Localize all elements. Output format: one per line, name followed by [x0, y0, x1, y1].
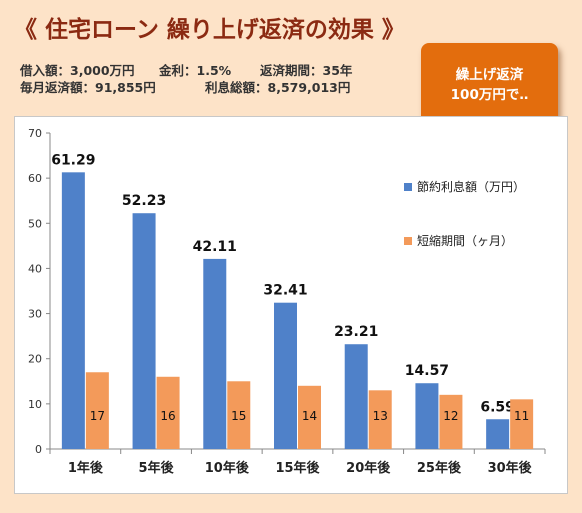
y-tick-label: 30 — [28, 308, 42, 321]
y-tick-label: 20 — [28, 353, 42, 366]
data-label-saved-interest: 42.11 — [193, 239, 237, 255]
y-tick-label: 60 — [28, 172, 42, 185]
bar-shortened-period — [298, 385, 321, 449]
bar-shortened-period — [368, 390, 392, 449]
bar-saved-interest — [132, 213, 156, 449]
x-tick-label: 30年後 — [488, 460, 533, 476]
monthly-payment: 毎月返済額：91,855円 — [20, 80, 156, 95]
legend-label: 短縮期間（ヶ月） — [417, 233, 513, 248]
bar-saved-interest — [61, 172, 85, 449]
data-label-saved-interest: 23.21 — [334, 324, 378, 340]
x-tick-label: 10年後 — [205, 460, 250, 476]
total-interest: 利息総額：8,579,013円 — [205, 80, 351, 95]
bar-shortened-period — [510, 399, 534, 449]
y-tick-label: 10 — [28, 398, 42, 411]
loan-amount: 借入額：3,000万円 — [20, 63, 135, 78]
data-label-shortened-period: 13 — [373, 409, 388, 423]
data-label-shortened-period: 11 — [514, 409, 529, 423]
bar-shortened-period — [156, 376, 180, 449]
data-label-shortened-period: 15 — [231, 409, 246, 423]
y-tick-label: 0 — [35, 443, 42, 456]
data-label-shortened-period: 17 — [90, 409, 105, 423]
data-label-saved-interest: 52.23 — [122, 193, 166, 209]
callout-line2: 100万円で‥ — [450, 86, 529, 103]
bar-shortened-period — [227, 381, 251, 449]
bar-saved-interest — [274, 302, 297, 449]
bar-saved-interest — [344, 344, 368, 449]
data-label-saved-interest: 6.59 — [480, 399, 515, 415]
data-label-saved-interest: 61.29 — [51, 152, 95, 168]
interest-rate: 金利：1.5% — [159, 63, 232, 78]
repayment-period: 返済期間：35年 — [260, 63, 353, 78]
data-label-shortened-period: 12 — [443, 409, 458, 423]
bar-shortened-period — [85, 372, 109, 449]
y-tick-label: 40 — [28, 262, 42, 275]
x-tick-label: 25年後 — [417, 460, 462, 476]
callout-badge: 繰上げ返済 100万円で‥ — [421, 43, 558, 126]
loan-info-line1: 借入額：3,000万円 金利：1.5% 返済期間：35年 — [20, 60, 352, 79]
data-label-saved-interest: 32.41 — [263, 283, 307, 299]
x-tick-label: 1年後 — [68, 460, 104, 476]
data-label-saved-interest: 14.57 — [405, 363, 449, 379]
bar-chart: 0 10 20 30 40 50 60 70 1年後 5年後 10年後 15年後 20年後 25年後 30年… — [28, 127, 546, 476]
callout-line1: 繰上げ返済 — [455, 66, 524, 83]
x-tick-label: 5年後 — [139, 460, 175, 476]
data-label-shortened-period: 14 — [302, 409, 317, 423]
page-title: 《 住宅ローン 繰り上げ返済の効果 》 — [14, 17, 405, 43]
legend-label: 節約利息額（万円） — [417, 179, 525, 194]
bar-saved-interest — [486, 419, 510, 449]
bar-shortened-period — [439, 394, 463, 449]
y-tick-label: 70 — [28, 127, 42, 140]
loan-info-line2: 毎月返済額：91,855円 利息総額：8,579,013円 — [20, 77, 350, 96]
bar-saved-interest — [203, 258, 227, 449]
bar-saved-interest — [415, 383, 439, 449]
y-tick-label: 50 — [28, 217, 42, 230]
x-tick-label: 15年後 — [275, 460, 320, 476]
legend-swatch — [404, 237, 412, 245]
chart-area: 0 10 20 30 40 50 60 70 1年後 5年後 10年後 15年後 20年後 25年後 30年… — [14, 116, 568, 494]
data-label-shortened-period: 16 — [160, 409, 175, 423]
x-tick-label: 20年後 — [346, 460, 391, 476]
legend-swatch — [404, 183, 412, 191]
